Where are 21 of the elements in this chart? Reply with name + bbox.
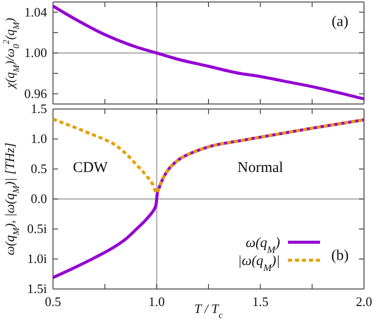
y-tick-label: 0.0	[30, 191, 47, 206]
legend-label: |ω(q$_{M}$)|	[238, 254, 280, 274]
y-tick-label: 0.96	[24, 86, 48, 101]
annotation: (b)	[331, 248, 349, 264]
x-tick-label: 2.0	[356, 294, 372, 310]
x-tick-label: 1.5	[252, 294, 268, 310]
x-tick-label: 1.0	[148, 294, 165, 310]
x-axis-title: T / T$_{c}$	[194, 301, 223, 320]
y-tick-label: 1.04	[24, 4, 48, 20]
x-tick-label: 0.5	[44, 294, 62, 310]
y-tick-label: 1.5i	[27, 281, 48, 296]
legend-label: ω(q$_{M}$)	[246, 236, 280, 256]
annotation: Normal	[237, 160, 284, 176]
annotation: CDW	[72, 160, 109, 176]
y-tick-label: 1.5	[30, 101, 47, 116]
y-tick-label: 1.00	[24, 45, 47, 60]
y-tick-label: 1.0	[30, 131, 47, 146]
y-tick-label: 0.5	[30, 161, 47, 176]
annotation: (a)	[332, 14, 348, 30]
y-tick-label: 0.5i	[27, 221, 48, 236]
y-tick-label: 1.0i	[27, 251, 48, 266]
